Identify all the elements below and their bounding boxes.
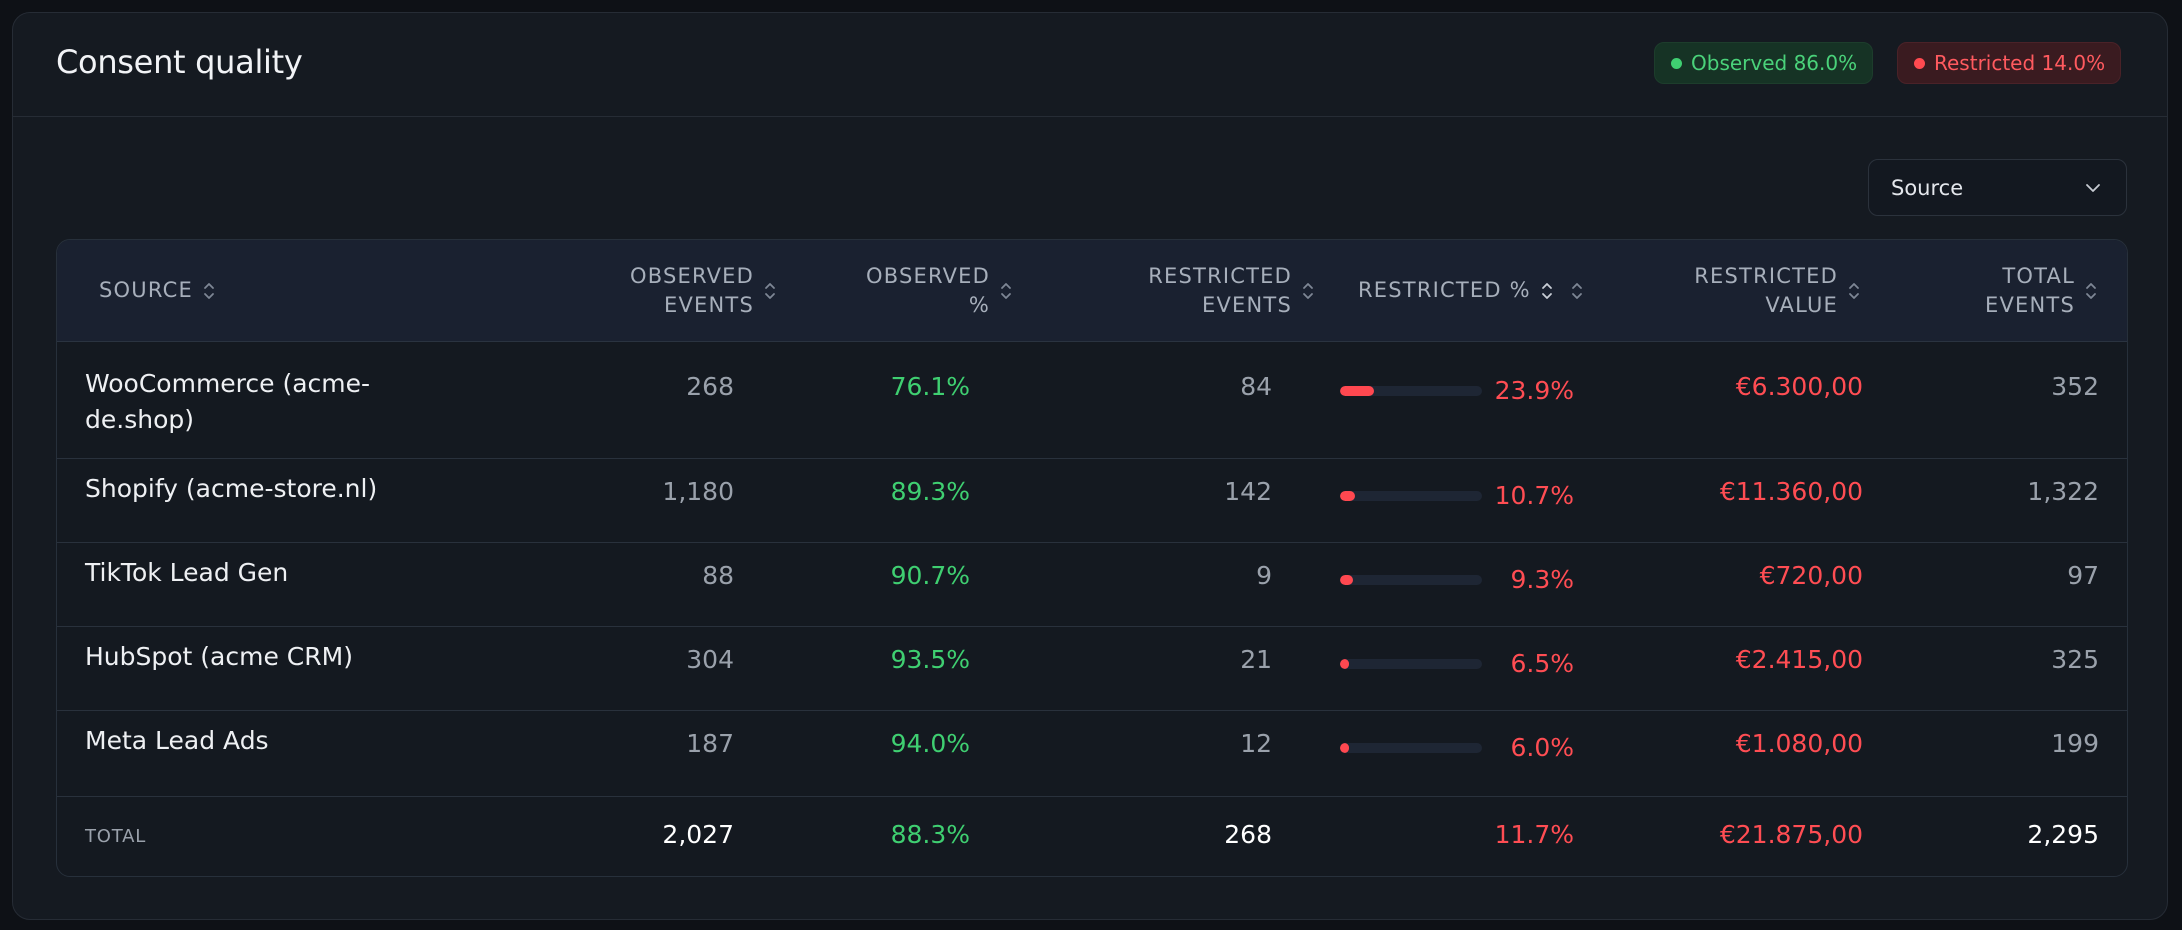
observed-pct-cell: 90.7% [890, 561, 970, 590]
restricted-pct-cell: 6.5% [1510, 649, 1574, 678]
header-observed-pct[interactable]: OBSERVED% [866, 240, 1012, 341]
source-cell: HubSpot (acme CRM) [85, 642, 353, 671]
restricted-value-cell: €720,00 [1759, 561, 1863, 590]
header-restricted-pct-label: RESTRICTED % [1358, 278, 1531, 302]
observed-events-cell: 268 [686, 372, 734, 401]
restricted-events-cell: 21 [1240, 645, 1272, 674]
restricted-badge-label: Restricted 14.0% [1934, 51, 2106, 75]
header-restricted-events-line2: EVENTS [1202, 292, 1292, 317]
table-total-row: TOTAL 2,027 88.3% 268 11.7% €21.875,00 2… [57, 796, 2127, 876]
observed-events-cell: 187 [686, 729, 734, 758]
header-restricted-events[interactable]: RESTRICTED EVENTS [1148, 240, 1314, 341]
table-row[interactable]: TikTok Lead Gen 88 90.7% 9 9.3% €720,00 97 [57, 542, 2127, 627]
restricted-badge: Restricted 14.0% [1897, 42, 2122, 84]
sort-icon [1303, 282, 1313, 299]
restricted-pct-cell: 10.7% [1494, 481, 1574, 510]
source-cell: Meta Lead Ads [85, 726, 269, 755]
restricted-value-cell: €6.300,00 [1735, 372, 1863, 401]
header-restricted-value-line1: RESTRICTED [1694, 263, 1838, 288]
total-label: TOTAL [85, 826, 147, 847]
restricted-share-bar [1340, 743, 1482, 753]
card-title: Consent quality [56, 43, 303, 81]
group-by-select-value: Source [1891, 175, 1964, 200]
header-observed-events-line2: EVENTS [664, 292, 754, 317]
table-header: SOURCE OBSERVED EVENTS OBSERVED% RESTRICT… [57, 240, 2127, 342]
restricted-dot-icon [1914, 57, 1925, 69]
header-restricted-pct[interactable]: RESTRICTED % [1358, 240, 1583, 341]
source-cell: TikTok Lead Gen [85, 558, 289, 587]
header-total-events-line1: TOTAL [2002, 263, 2075, 288]
restricted-share-bar-fill [1340, 575, 1354, 585]
restricted-events-cell: 84 [1240, 372, 1272, 401]
sort-icon [204, 282, 214, 299]
sort-active-icon [1541, 282, 1552, 299]
total-events-cell: 97 [2067, 561, 2099, 590]
table-row[interactable]: Meta Lead Ads 187 94.0% 12 6.0% €1.080,00 199 [57, 710, 2127, 797]
header-restricted-value[interactable]: RESTRICTED VALUE [1694, 240, 1860, 341]
group-by-select[interactable]: Source [1868, 159, 2127, 216]
restricted-value-cell: €11.360,00 [1719, 477, 1863, 506]
total-restricted-events: 268 [1224, 820, 1272, 849]
observed-events-cell: 1,180 [662, 477, 734, 506]
consent-table: SOURCE OBSERVED EVENTS OBSERVED% RESTRICT… [56, 239, 2128, 877]
sort-icon [2086, 282, 2096, 299]
table-row[interactable]: WooCommerce (acme-de.shop) 268 76.1% 84 23.9… [57, 341, 2127, 459]
restricted-share-bar-fill [1340, 386, 1374, 396]
restricted-share-bar [1340, 491, 1482, 501]
total-restricted-pct: 11.7% [1494, 820, 1574, 849]
table-row[interactable]: Shopify (acme-store.nl) 1,180 89.3% 142 10.7… [57, 458, 2127, 543]
source-cell: WooCommerce (acme-de.shop) [85, 369, 371, 434]
total-total-events: 2,295 [2027, 820, 2099, 849]
restricted-share-bar [1340, 386, 1482, 396]
observed-badge-label: Observed 86.0% [1691, 51, 1858, 75]
observed-badge: Observed 86.0% [1654, 42, 1874, 84]
observed-events-cell: 304 [686, 645, 734, 674]
total-observed-pct: 88.3% [890, 820, 970, 849]
restricted-share-bar [1340, 575, 1482, 585]
restricted-events-cell: 9 [1256, 561, 1272, 590]
restricted-pct-cell: 6.0% [1510, 733, 1574, 762]
header-observed-pct-line1: OBSERVED [865, 263, 990, 288]
source-cell: Shopify (acme-store.nl) [85, 474, 378, 503]
header-restricted-events-line1: RESTRICTED [1148, 263, 1292, 288]
chevron-down-icon [2086, 183, 2100, 192]
restricted-share-bar-fill [1340, 491, 1356, 501]
sort-icon [1001, 282, 1011, 299]
observed-pct-cell: 89.3% [890, 477, 970, 506]
observed-pct-cell: 94.0% [890, 729, 970, 758]
total-observed-events: 2,027 [662, 820, 734, 849]
restricted-value-cell: €2.415,00 [1735, 645, 1863, 674]
sort-icon [1849, 282, 1859, 299]
restricted-share-bar-fill [1340, 659, 1350, 669]
header-observed-events-line1: OBSERVED [629, 263, 754, 288]
sort-icon [1571, 282, 1582, 299]
header-source[interactable]: SOURCE [99, 240, 215, 341]
header-observed-events[interactable]: OBSERVED EVENTS [630, 240, 776, 341]
header-observed-pct-line2: % [968, 292, 990, 317]
restricted-pct-cell: 9.3% [1510, 565, 1574, 594]
total-restricted-value: €21.875,00 [1719, 820, 1863, 849]
restricted-pct-cell: 23.9% [1494, 376, 1574, 405]
card-header: Consent quality Observed 86.0% Restricte… [13, 13, 2167, 117]
table-row[interactable]: HubSpot (acme CRM) 304 93.5% 21 6.5% €2.415,0… [57, 626, 2127, 711]
restricted-value-cell: €1.080,00 [1735, 729, 1863, 758]
total-events-cell: 325 [2051, 645, 2099, 674]
header-restricted-value-line2: VALUE [1765, 292, 1838, 317]
restricted-events-cell: 142 [1224, 477, 1272, 506]
observed-dot-icon [1671, 57, 1682, 69]
header-total-events[interactable]: TOTAL EVENTS [1985, 240, 2097, 341]
total-events-cell: 1,322 [2027, 477, 2099, 506]
observed-pct-cell: 76.1% [890, 372, 970, 401]
total-events-cell: 352 [2051, 372, 2099, 401]
consent-quality-card: Consent quality Observed 86.0% Restricte… [12, 12, 2168, 920]
total-events-cell: 199 [2051, 729, 2099, 758]
sort-icon [765, 282, 775, 299]
observed-events-cell: 88 [702, 561, 734, 590]
restricted-share-bar-fill [1340, 743, 1349, 753]
header-total-events-line2: EVENTS [1985, 292, 2075, 317]
header-source-label: SOURCE [99, 278, 193, 302]
observed-pct-cell: 93.5% [890, 645, 970, 674]
restricted-share-bar [1340, 659, 1482, 669]
restricted-events-cell: 12 [1240, 729, 1272, 758]
